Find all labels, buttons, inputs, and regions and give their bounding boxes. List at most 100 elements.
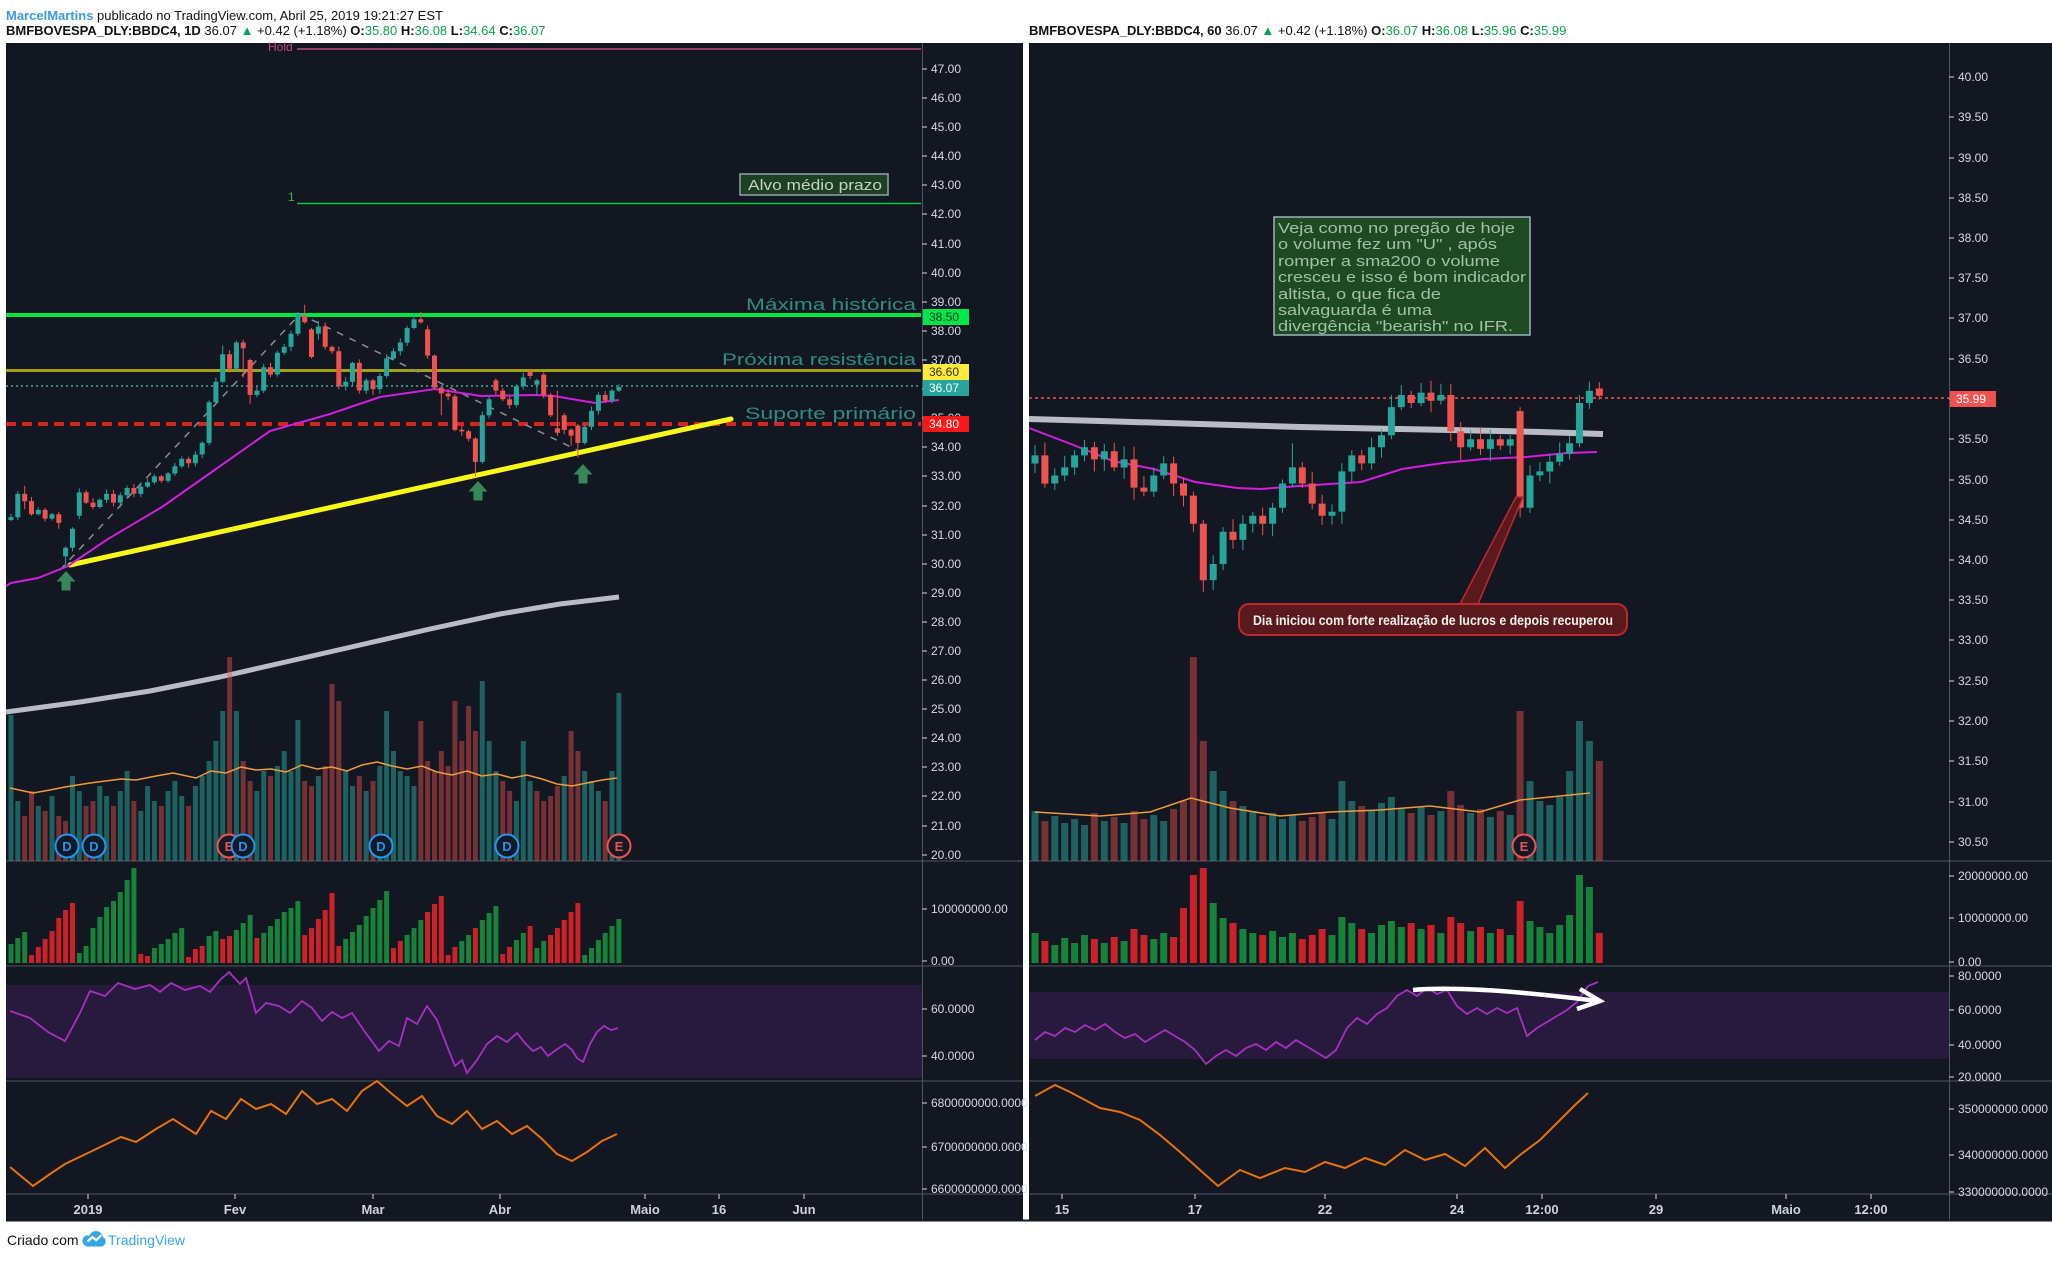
svg-text:o volume fez um "U" , após: o volume fez um "U" , após — [1278, 236, 1497, 253]
svg-text:10000000.00: 10000000.00 — [1958, 911, 2028, 925]
svg-text:D: D — [62, 839, 71, 854]
svg-text:34.50: 34.50 — [1958, 513, 1988, 527]
svg-text:BMFBOVESPA_DLY:BBDC4, 1D 36.07: BMFBOVESPA_DLY:BBDC4, 1D 36.07 ▲ +0.42 (… — [6, 23, 546, 38]
svg-text:E: E — [1520, 839, 1529, 854]
svg-text:41.00: 41.00 — [931, 237, 961, 251]
svg-text:22.00: 22.00 — [931, 789, 961, 803]
svg-text:Veja como no pregão de hoje: Veja como no pregão de hoje — [1278, 220, 1515, 237]
svg-text:25.00: 25.00 — [931, 702, 961, 716]
svg-text:37.00: 37.00 — [931, 353, 961, 367]
svg-text:32.00: 32.00 — [1958, 714, 1988, 728]
svg-text:D: D — [376, 839, 385, 854]
svg-text:31.50: 31.50 — [1958, 754, 1988, 768]
svg-text:45.00: 45.00 — [931, 120, 961, 134]
svg-text:44.00: 44.00 — [931, 149, 961, 163]
svg-text:0.00: 0.00 — [1958, 955, 1982, 969]
svg-text:42.00: 42.00 — [931, 207, 961, 221]
svg-text:350000000.0000: 350000000.0000 — [1958, 1102, 2048, 1116]
svg-text:33.00: 33.00 — [1958, 633, 1988, 647]
svg-text:40.00: 40.00 — [1958, 70, 1988, 84]
svg-text:cresceu e isso é bom indicador: cresceu e isso é bom indicador — [1278, 269, 1526, 286]
svg-text:39.00: 39.00 — [1958, 151, 1988, 165]
svg-text:29.00: 29.00 — [931, 586, 961, 600]
svg-text:24: 24 — [1450, 1202, 1465, 1217]
svg-text:35.99: 35.99 — [1956, 392, 1986, 406]
svg-text:24.00: 24.00 — [931, 731, 961, 745]
svg-text:80.0000: 80.0000 — [1958, 969, 2002, 983]
svg-text:23.00: 23.00 — [931, 760, 961, 774]
svg-text:15: 15 — [1055, 1202, 1069, 1217]
svg-text:38.50: 38.50 — [929, 310, 959, 324]
svg-text:16: 16 — [712, 1202, 726, 1217]
svg-text:32.00: 32.00 — [931, 499, 961, 513]
svg-text:38.00: 38.00 — [931, 324, 961, 338]
svg-text:34.80: 34.80 — [929, 417, 959, 431]
svg-text:34.00: 34.00 — [931, 440, 961, 454]
svg-text:20.0000: 20.0000 — [1958, 1070, 2002, 1084]
svg-text:100000000.00: 100000000.00 — [931, 902, 1008, 916]
svg-text:32.50: 32.50 — [1958, 674, 1988, 688]
svg-text:E: E — [225, 839, 234, 854]
svg-text:MarcelMartins publicado no Tra: MarcelMartins publicado no TradingView.c… — [6, 8, 443, 23]
svg-text:60.0000: 60.0000 — [931, 1002, 975, 1016]
svg-text:divergência "bearish" no IFR.: divergência "bearish" no IFR. — [1278, 318, 1513, 335]
svg-text:0.00: 0.00 — [931, 954, 955, 968]
svg-text:36.60: 36.60 — [929, 365, 959, 379]
svg-text:40.00: 40.00 — [931, 266, 961, 280]
svg-text:29: 29 — [1649, 1202, 1663, 1217]
svg-text:40.0000: 40.0000 — [931, 1049, 975, 1063]
svg-text:340000000.0000: 340000000.0000 — [1958, 1148, 2048, 1162]
svg-text:33.50: 33.50 — [1958, 593, 1988, 607]
svg-text:Máxima histórica: Máxima histórica — [746, 295, 917, 314]
svg-text:47.00: 47.00 — [931, 62, 961, 76]
svg-text:34.00: 34.00 — [1958, 553, 1988, 567]
svg-text:Próxima resistência: Próxima resistência — [722, 350, 917, 369]
svg-text:21.00: 21.00 — [931, 819, 961, 833]
svg-text:Mar: Mar — [361, 1202, 384, 1217]
svg-text:26.00: 26.00 — [931, 673, 961, 687]
svg-text:Maio: Maio — [1771, 1202, 1801, 1217]
svg-text:Alvo médio prazo: Alvo médio prazo — [748, 177, 882, 194]
svg-text:Abr: Abr — [489, 1202, 511, 1217]
svg-text:D: D — [238, 839, 247, 854]
svg-text:D: D — [89, 839, 98, 854]
svg-text:27.00: 27.00 — [931, 644, 961, 658]
svg-text:22: 22 — [1318, 1202, 1332, 1217]
svg-text:37.50: 37.50 — [1958, 271, 1988, 285]
svg-text:6700000000.0000: 6700000000.0000 — [931, 1140, 1028, 1154]
svg-text:1: 1 — [288, 190, 295, 204]
svg-text:20.00: 20.00 — [931, 848, 961, 862]
svg-text:salvaguarda é uma: salvaguarda é uma — [1278, 302, 1433, 319]
svg-text:46.00: 46.00 — [931, 91, 961, 105]
svg-text:6600000000.0000: 6600000000.0000 — [931, 1182, 1028, 1196]
svg-text:31.00: 31.00 — [931, 528, 961, 542]
svg-text:40.0000: 40.0000 — [1958, 1038, 2002, 1052]
svg-text:36.07: 36.07 — [929, 381, 959, 395]
svg-text:romper a sma200 o volume: romper a sma200 o volume — [1278, 253, 1500, 270]
svg-text:28.00: 28.00 — [931, 615, 961, 629]
svg-text:6800000000.0000: 6800000000.0000 — [931, 1096, 1028, 1110]
svg-text:altista, o que fica de: altista, o que fica de — [1278, 286, 1441, 303]
svg-text:12:00: 12:00 — [1525, 1202, 1558, 1217]
svg-text:33.00: 33.00 — [931, 469, 961, 483]
svg-text:43.00: 43.00 — [931, 178, 961, 192]
svg-text:39.00: 39.00 — [931, 295, 961, 309]
svg-text:E: E — [615, 839, 624, 854]
svg-text:Suporte primário: Suporte primário — [745, 404, 916, 423]
svg-text:TradingView: TradingView — [108, 1232, 186, 1248]
svg-text:12:00: 12:00 — [1854, 1202, 1887, 1217]
svg-text:60.0000: 60.0000 — [1958, 1003, 2002, 1017]
svg-text:30.50: 30.50 — [1958, 835, 1988, 849]
svg-text:Fev: Fev — [224, 1202, 247, 1217]
svg-text:Hold: Hold — [268, 40, 293, 54]
svg-text:20000000.00: 20000000.00 — [1958, 869, 2028, 883]
svg-text:38.50: 38.50 — [1958, 191, 1988, 205]
svg-text:Criado com: Criado com — [7, 1232, 79, 1248]
svg-text:31.00: 31.00 — [1958, 795, 1988, 809]
svg-text:Maio: Maio — [630, 1202, 660, 1217]
svg-text:37.00: 37.00 — [1958, 311, 1988, 325]
svg-text:2019: 2019 — [74, 1202, 103, 1217]
svg-text:35.00: 35.00 — [1958, 473, 1988, 487]
svg-text:39.50: 39.50 — [1958, 110, 1988, 124]
svg-text:D: D — [502, 839, 511, 854]
